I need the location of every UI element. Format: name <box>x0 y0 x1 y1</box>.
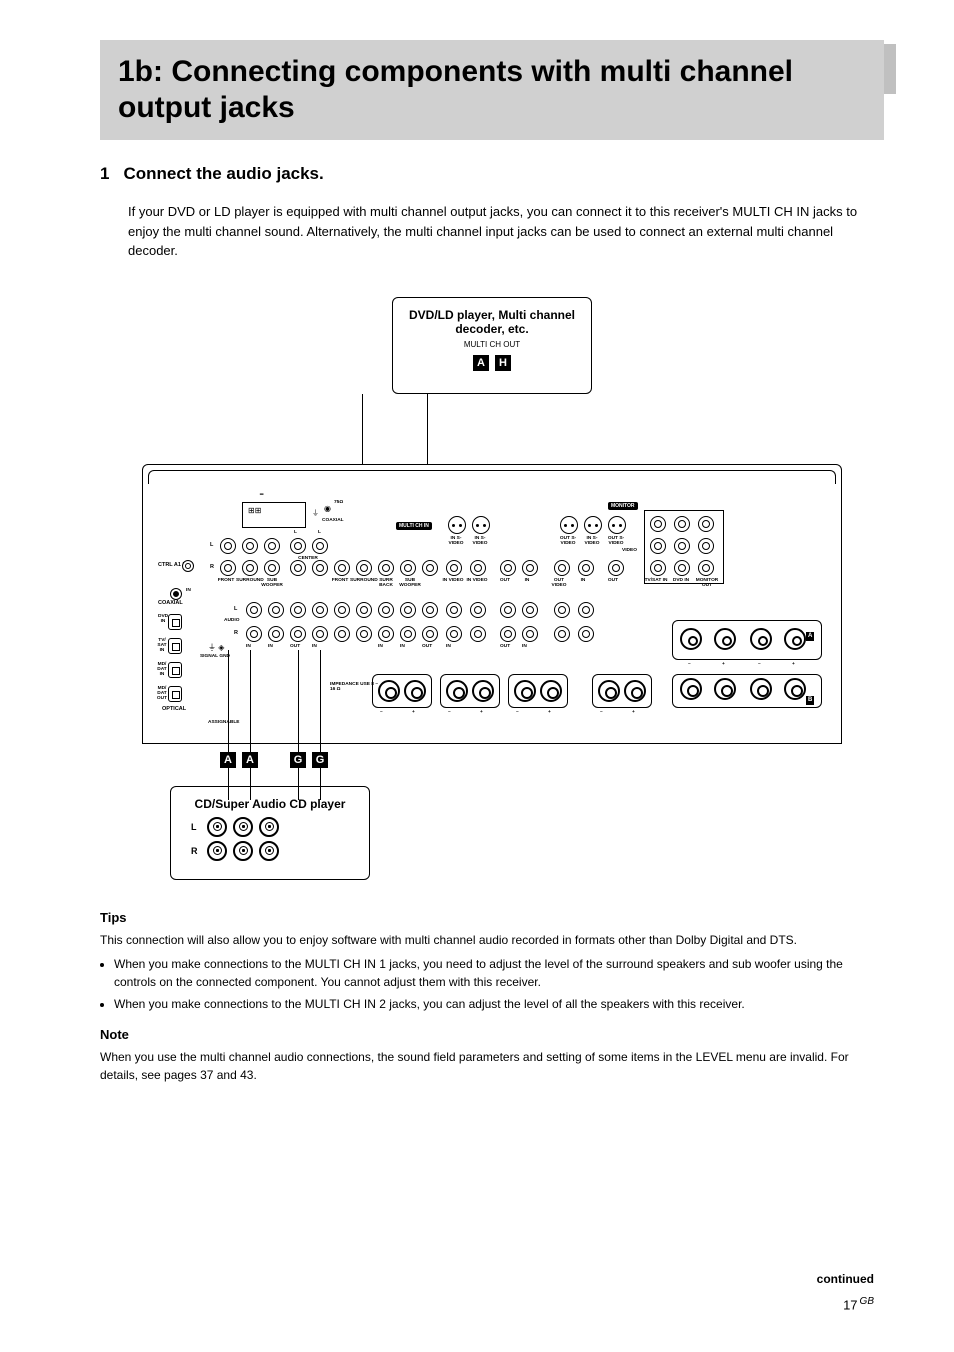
lower-box-title: CD/Super Audio CD player <box>183 797 357 811</box>
note-text: When you use the multi channel audio con… <box>100 1048 884 1084</box>
a4: IN <box>378 644 383 649</box>
lbl-opt-tvsat: TV/ SAT IN <box>156 638 168 653</box>
lower-marker-3: G <box>312 752 328 768</box>
lbl-v1: IN VIDEO <box>466 578 488 583</box>
lbl-sv2: OUT S-VIDEO <box>556 536 580 546</box>
lbl-opt-mddat-out: MD/ DAT OUT <box>156 686 168 701</box>
lbl-c-L: L <box>294 530 297 535</box>
lbl-v5: IN <box>574 578 592 583</box>
jack-r-sub <box>259 841 279 861</box>
plaque-monitor: MONITOR <box>608 502 638 510</box>
tip-bullet-0: When you make connections to the MULTI C… <box>114 955 884 991</box>
lbl-L1: L <box>210 542 213 548</box>
lbl-R1: R <box>210 564 214 570</box>
note-section: Note When you use the multi channel audi… <box>100 1027 884 1084</box>
lbl-siggnd: SIGNAL GND <box>198 654 232 659</box>
spk-a: A <box>806 632 814 641</box>
lbl-m2-sub: SUB WOOFER <box>398 578 422 588</box>
lbl-v6: OUT <box>604 578 622 583</box>
lbl-v3: IN <box>518 578 536 583</box>
jack-l-sub <box>259 817 279 837</box>
lbl-coaxial: COAXIAL <box>158 600 183 606</box>
lbl-opt-dvd: DVD IN <box>158 614 168 624</box>
a7: IN <box>446 644 451 649</box>
a9: IN <box>522 644 527 649</box>
lbl-sv4: OUT S-VIDEO <box>604 536 628 546</box>
upper-component-box: DVD/LD player, Multi channel decoder, et… <box>392 297 592 394</box>
lower-component-box: CD/Super Audio CD player L R <box>170 786 370 880</box>
row-l: L <box>191 822 201 832</box>
rear-panel: ━ ⊞⊞ ⏚ ◉ 75Ω COAXIAL CTRL A1 II IN COAXI… <box>142 464 842 744</box>
upper-box-sub: MULTI CH OUT <box>405 340 579 349</box>
marker-h: H <box>495 355 511 371</box>
lbl-75ohm: 75Ω <box>334 500 343 505</box>
lead-lines <box>142 394 842 464</box>
lbl-m1-sub: SUB WOOFER <box>260 578 284 588</box>
jack-l-surr <box>233 817 253 837</box>
upper-box-title: DVD/LD player, Multi channel decoder, et… <box>405 308 579 336</box>
lbl-m1-front: FRONT <box>216 578 236 583</box>
side-tab <box>884 44 896 94</box>
lbl-v2: OUT <box>496 578 514 583</box>
lower-marker-0: A <box>220 752 236 768</box>
lbl-audio-L: L <box>234 606 237 612</box>
lbl-audio-R: R <box>234 630 238 636</box>
row-r: R <box>191 846 201 856</box>
plaque-multichin: MULTI CH IN <box>396 522 432 530</box>
tips-lead: This connection will also allow you to e… <box>100 931 884 949</box>
lbl-v4: OUT VIDEO <box>548 578 570 588</box>
jack-r-front <box>207 841 227 861</box>
lbl-comp2: MONITOR OUT <box>692 578 722 588</box>
lbl-m2-surr: SURROUND <box>350 578 376 583</box>
lbl-dvd-coax-in: IN <box>186 588 191 593</box>
a3: IN <box>312 644 317 649</box>
step-heading: Connect the audio jacks. <box>123 164 323 184</box>
page-title: 1b: Connecting components with multi cha… <box>118 54 866 126</box>
lbl-sv0: IN S-VIDEO <box>444 536 468 546</box>
lbl-v0: IN VIDEO <box>442 578 464 583</box>
tips-heading: Tips <box>100 910 884 925</box>
marker-a: A <box>473 355 489 371</box>
continued-label: continued <box>817 1272 874 1286</box>
spk-b: B <box>806 696 814 705</box>
a2: OUT <box>290 644 300 649</box>
lbl-m2-sb: SURR BACK <box>374 578 398 588</box>
a1: IN <box>268 644 273 649</box>
lbl-m2-front: FRONT <box>330 578 350 583</box>
jack-r-surr <box>233 841 253 861</box>
jack-l-front <box>207 817 227 837</box>
lower-marker-row: A A G G <box>142 752 842 774</box>
note-heading: Note <box>100 1027 884 1042</box>
a0: IN <box>246 644 251 649</box>
step-number: 1 <box>100 164 109 184</box>
a6: OUT <box>422 644 432 649</box>
step-intro: If your DVD or LD player is equipped wit… <box>128 202 884 261</box>
lbl-video: VIDEO <box>622 548 637 553</box>
a8: OUT <box>500 644 510 649</box>
lbl-opt-mddat-in: MD/ DAT IN <box>156 662 168 677</box>
lower-marker-2: G <box>290 752 306 768</box>
lbl-audio: AUDIO <box>224 618 239 623</box>
lbl-am: ━ <box>260 492 263 498</box>
tips-section: Tips This connection will also allow you… <box>100 910 884 1013</box>
page-number: 17GB <box>843 1296 874 1312</box>
lbl-m1-surr: SURROUND <box>236 578 262 583</box>
lbl-comp1: DVD IN <box>670 578 692 583</box>
lbl-coaxial-ant: COAXIAL <box>322 518 344 523</box>
lbl-sv1: IN S-VIDEO <box>468 536 492 546</box>
wiring-diagram: DVD/LD player, Multi channel decoder, et… <box>100 297 884 880</box>
lbl-sv3: IN S-VIDEO <box>580 536 604 546</box>
lower-marker-1: A <box>242 752 258 768</box>
lbl-c-L2: L <box>318 530 321 535</box>
lbl-optical: OPTICAL <box>162 706 186 712</box>
tip-bullet-1: When you make connections to the MULTI C… <box>114 995 884 1013</box>
lbl-comp0: TV/SAT IN <box>644 578 668 583</box>
a5: IN <box>400 644 405 649</box>
